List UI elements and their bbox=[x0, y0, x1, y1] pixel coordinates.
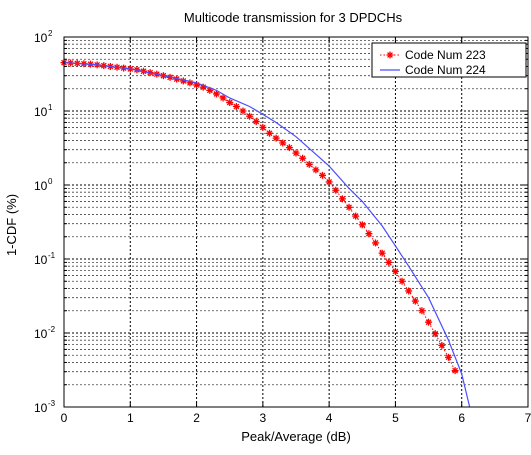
chart-title: Multicode transmission for 3 DPDCHs bbox=[184, 10, 403, 25]
series-point-code-num-223 bbox=[252, 118, 260, 126]
series-point-code-num-223 bbox=[365, 230, 373, 238]
x-tick-label: 7 bbox=[525, 411, 531, 425]
y-tick-exponent: 0 bbox=[48, 177, 53, 186]
x-tick-label: 1 bbox=[127, 411, 134, 425]
x-tick-label: 0 bbox=[61, 411, 68, 425]
series-point-code-num-223 bbox=[319, 171, 327, 179]
series-point-code-num-223 bbox=[385, 258, 393, 266]
series-point-code-num-223 bbox=[325, 178, 333, 186]
x-tick-label: 6 bbox=[458, 411, 465, 425]
x-tick-labels: 0 1 2 3 4 5 6 7 bbox=[61, 411, 531, 425]
series-point-code-num-223 bbox=[444, 353, 452, 361]
series-point-code-num-223 bbox=[226, 99, 234, 107]
series-point-code-num-223 bbox=[299, 154, 307, 162]
x-tick-label: 2 bbox=[193, 411, 200, 425]
y-tick-exponent: 2 bbox=[48, 29, 53, 38]
series-point-code-num-223 bbox=[391, 267, 399, 275]
series-point-code-num-223 bbox=[332, 186, 340, 194]
y-tick-label: 10 bbox=[34, 105, 48, 119]
series-point-code-num-223 bbox=[438, 341, 446, 349]
plot-area bbox=[64, 37, 528, 407]
series-point-code-num-223 bbox=[212, 90, 220, 98]
series-layer bbox=[60, 59, 471, 408]
series-point-code-num-223 bbox=[285, 144, 293, 152]
y-tick-exponent: -1 bbox=[48, 251, 56, 260]
series-point-code-num-223 bbox=[372, 239, 380, 247]
series-point-code-num-223 bbox=[345, 203, 353, 211]
legend: Code Num 223 Code Num 224 bbox=[371, 42, 527, 78]
legend-label-code-num-223: Code Num 223 bbox=[405, 48, 486, 62]
series-point-code-num-223 bbox=[279, 139, 287, 147]
series-point-code-num-223 bbox=[246, 112, 254, 120]
series-point-code-num-223 bbox=[239, 107, 247, 115]
series-point-code-num-223 bbox=[398, 277, 406, 285]
series-point-code-num-223 bbox=[312, 166, 320, 174]
series-point-code-num-223 bbox=[451, 367, 459, 375]
plot-border bbox=[63, 36, 529, 408]
x-tick-label: 4 bbox=[326, 411, 333, 425]
series-point-code-num-223 bbox=[425, 318, 433, 326]
y-tick-label: 10 bbox=[34, 401, 48, 415]
x-tick-label: 3 bbox=[260, 411, 267, 425]
legend-label-code-num-224: Code Num 224 bbox=[405, 63, 486, 77]
tick-marks bbox=[63, 37, 529, 408]
y-tick-label: 10 bbox=[34, 253, 48, 267]
series-point-code-num-223 bbox=[265, 129, 273, 137]
series-point-code-num-223 bbox=[352, 212, 360, 220]
y-tick-exponent: -3 bbox=[48, 399, 56, 408]
y-tick-label: 10 bbox=[34, 179, 48, 193]
x-tick-label: 5 bbox=[392, 411, 399, 425]
series-point-code-num-223 bbox=[292, 149, 300, 157]
series-line-code-num-224 bbox=[63, 62, 471, 408]
legend-marker-code-num-223 bbox=[386, 51, 394, 59]
series-point-code-num-223 bbox=[305, 160, 313, 168]
series-point-code-num-223 bbox=[338, 195, 346, 203]
series-point-code-num-223 bbox=[219, 94, 227, 102]
series-point-code-num-223 bbox=[405, 287, 413, 295]
series-point-code-num-223 bbox=[378, 249, 386, 257]
y-tick-exponent: 1 bbox=[48, 103, 53, 112]
series-point-code-num-223 bbox=[259, 123, 267, 131]
y-tick-exponent: -2 bbox=[48, 325, 56, 334]
series-point-code-num-223 bbox=[418, 307, 426, 315]
series-point-code-num-223 bbox=[358, 221, 366, 229]
series-point-code-num-223 bbox=[431, 330, 439, 338]
y-axis-label: 1-CDF (%) bbox=[4, 194, 19, 256]
series-point-code-num-223 bbox=[411, 297, 419, 305]
legend-box bbox=[371, 42, 527, 78]
series-point-code-num-223 bbox=[272, 134, 280, 142]
x-axis-label: Peak/Average (dB) bbox=[241, 429, 351, 444]
series-point-code-num-223 bbox=[232, 103, 240, 111]
grid-lines bbox=[64, 37, 528, 407]
y-tick-label: 10 bbox=[34, 31, 48, 45]
y-tick-label: 10 bbox=[34, 327, 48, 341]
